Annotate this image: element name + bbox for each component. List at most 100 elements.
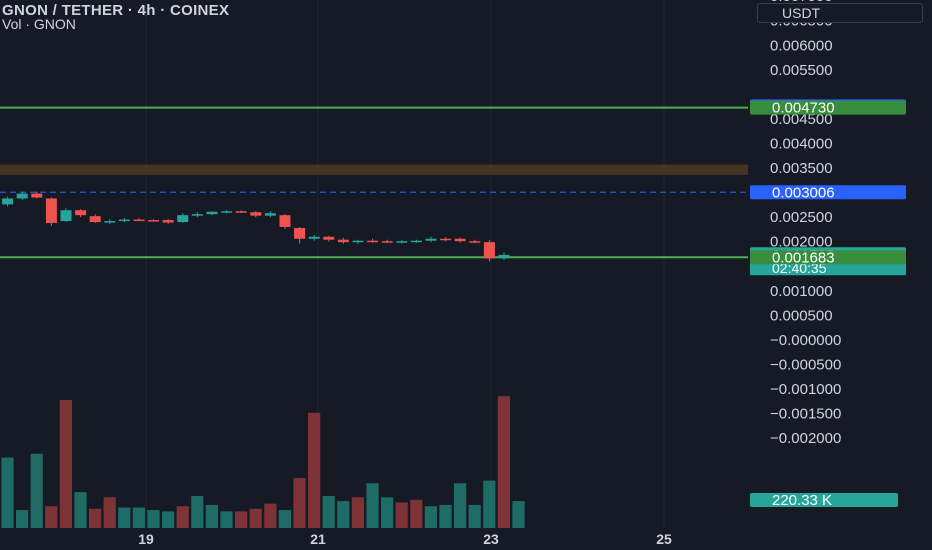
candle-body-26 — [367, 240, 379, 243]
price-labels: 0.0047560.0047300.0030060.00172502:40:35… — [750, 98, 906, 509]
time-tick-2: 23 — [483, 531, 499, 547]
time-tick-1: 21 — [310, 531, 326, 547]
volume-bar-6 — [89, 508, 102, 528]
candle-body-9 — [118, 219, 130, 222]
volume-bar-35 — [512, 501, 525, 528]
volume-bar-27 — [395, 502, 408, 528]
candle-body-25 — [352, 240, 364, 243]
volume-bar-26 — [381, 497, 394, 528]
volume-bar-22 — [322, 496, 335, 528]
zone-rect — [0, 164, 748, 175]
price-tick-9: 0.002000 — [770, 234, 833, 251]
price-tick-10: 0.001000 — [770, 283, 833, 300]
chart-title: GNON / TETHER · 4h · COINEX — [2, 2, 230, 19]
volume-legend: Vol · GNON — [2, 16, 76, 32]
volume-bar-29 — [424, 506, 437, 528]
volume-bar-23 — [337, 501, 350, 528]
grid — [145, 0, 665, 528]
candle-body-14 — [191, 214, 203, 216]
candle-body-13 — [177, 215, 189, 223]
price-tick-11: 0.000500 — [770, 307, 833, 324]
horizontal-lines — [0, 106, 748, 259]
candle-body-15 — [206, 211, 218, 215]
candle-body-27 — [381, 241, 393, 243]
volume-bar-0 — [1, 457, 14, 528]
price-tick-8: 0.002500 — [770, 209, 833, 226]
price-tick-4: 0.005500 — [770, 62, 833, 79]
candle-body-35 — [498, 254, 510, 259]
candle-body-7 — [89, 216, 101, 223]
price-tick-14: −0.001000 — [770, 381, 841, 398]
candle-body-8 — [104, 221, 116, 223]
volume-bar-9 — [132, 507, 145, 528]
volume-bar-18 — [264, 503, 277, 528]
candles — [2, 191, 510, 262]
candle-body-10 — [133, 219, 145, 222]
currency-button[interactable]: USDT — [757, 3, 923, 23]
candle-body-20 — [279, 215, 291, 227]
volume-bar-11 — [162, 511, 175, 528]
volume-bar-28 — [410, 499, 423, 528]
price-label-2: 0.003006 — [772, 184, 835, 201]
volume-bar-2 — [30, 453, 43, 528]
volume-bar-8 — [118, 507, 131, 528]
candle-body-6 — [75, 210, 87, 216]
candle-body-18 — [250, 212, 262, 216]
volume-bar-20 — [293, 478, 306, 528]
resistance-zone — [0, 164, 748, 175]
time-axis[interactable]: 19 21 23 25 — [138, 531, 672, 547]
price-label-bg-1 — [750, 100, 906, 115]
price-label-bg-2 — [750, 185, 906, 200]
candle-body-22 — [308, 236, 320, 239]
price-label-bg-4 — [750, 250, 906, 265]
candle-body-4 — [45, 198, 57, 224]
time-tick-3: 25 — [656, 531, 672, 547]
volume-bar-3 — [45, 506, 58, 528]
candle-body-17 — [235, 211, 247, 213]
candle-body-16 — [221, 211, 233, 213]
candle-body-3 — [31, 193, 43, 198]
volume-label: 220.33 K — [772, 492, 832, 509]
volume-bar-32 — [468, 504, 481, 528]
candle-body-12 — [162, 220, 174, 223]
price-tick-1: 0.007000 — [770, 0, 833, 5]
candle-body-24 — [337, 239, 349, 243]
candle-body-21 — [294, 227, 306, 239]
candle-body-34 — [483, 242, 495, 259]
candle-body-30 — [425, 238, 437, 241]
volume-bar-30 — [439, 504, 452, 528]
price-tick-13: −0.000500 — [770, 356, 841, 373]
price-label-4: 0.001683 — [772, 249, 835, 266]
price-tick-12: −0.000000 — [770, 332, 841, 349]
candle-body-33 — [469, 241, 481, 243]
candle-body-31 — [440, 238, 452, 241]
candle-body-2 — [16, 193, 28, 199]
price-tick-15: −0.001500 — [770, 406, 841, 423]
candle-body-29 — [410, 240, 422, 243]
price-tick-16: −0.002000 — [770, 430, 841, 447]
volume-bar-14 — [205, 504, 218, 528]
volume-bar-31 — [454, 483, 467, 528]
volume-bar-21 — [308, 412, 321, 528]
candle-body-1 — [2, 198, 14, 205]
volume-bar-16 — [235, 511, 248, 528]
candle-body-32 — [454, 238, 466, 242]
volume-bar-7 — [103, 497, 116, 528]
volume-bar-24 — [351, 497, 364, 528]
volume-bar-33 — [483, 480, 496, 528]
volume-bar-25 — [366, 483, 379, 528]
price-axis[interactable]: 0.0075000.0070000.0065000.0060000.005500… — [770, 0, 841, 447]
candle-body-23 — [323, 236, 335, 240]
time-tick-0: 19 — [138, 531, 154, 547]
candle-body-28 — [396, 241, 408, 243]
price-tick-3: 0.006000 — [770, 37, 833, 54]
volume-bar-17 — [249, 508, 262, 528]
volume-bar-15 — [220, 511, 233, 528]
price-tick-5: 0.004500 — [770, 111, 833, 128]
candle-body-5 — [60, 210, 72, 222]
price-label-1: 0.004730 — [772, 100, 835, 117]
volume-bar-19 — [278, 510, 291, 528]
volume-bar-34 — [497, 396, 510, 528]
candle-body-11 — [148, 220, 160, 222]
